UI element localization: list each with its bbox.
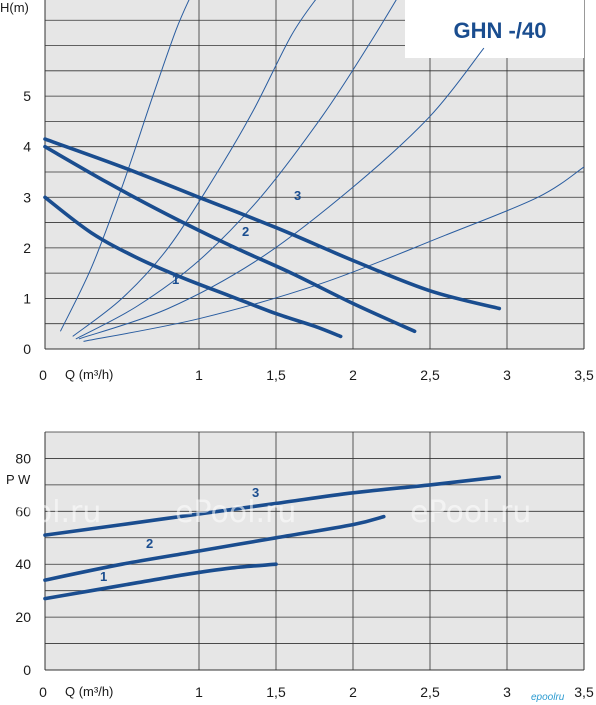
brand-logo: epoolru	[531, 692, 565, 703]
bot-y-tick-4: 80	[15, 450, 31, 466]
top-y-tick-2: 2	[23, 240, 31, 256]
top-curve-2	[43, 144, 417, 334]
top-y-tick-5: 5	[23, 88, 31, 104]
bot-x-tick-4: 2,5	[420, 684, 440, 700]
bottom-curve-label-2: 2	[146, 536, 153, 551]
bot-x-tick-3: 2	[349, 684, 357, 700]
system-curve-4	[78, 47, 485, 340]
model-box	[405, 0, 584, 58]
top-y-tick-4: 4	[23, 139, 31, 155]
bottom-plot-area	[45, 432, 584, 670]
power-curves	[43, 475, 502, 601]
system-curve-2	[72, 0, 317, 337]
bot-y-tick-2: 40	[15, 556, 31, 572]
top-x-tick-4: 2,5	[420, 367, 440, 383]
top-curve-3	[43, 137, 502, 311]
top-x-tick-2: 1,5	[266, 367, 286, 383]
model-title: GHN -/40	[454, 18, 547, 43]
top-curve-1	[43, 195, 343, 339]
bottom-curve-label-1: 1	[100, 569, 107, 584]
top-x-axis-label: Q (m³/h)	[65, 367, 113, 382]
bottom-y-axis-label: P W	[6, 472, 31, 487]
system-curve-5	[83, 166, 585, 342]
bottom-y-tick-labels: 0 20 40 60 80	[15, 450, 31, 678]
top-y-tick-3: 3	[23, 189, 31, 205]
top-y-tick-labels: 0 1 2 3 4 5	[23, 88, 31, 357]
watermark-3: ePool.ru	[410, 495, 531, 530]
top-plot-area	[45, 0, 584, 349]
bot-x-tick-2: 1,5	[266, 684, 286, 700]
bot-y-tick-3: 60	[15, 503, 31, 519]
top-x-tick-3: 2	[349, 367, 357, 383]
bot-curve-2	[43, 514, 386, 582]
watermark-1: ePool.ru	[0, 495, 101, 530]
bot-y-tick-1: 20	[15, 609, 31, 625]
top-x-tick-5: 3	[503, 367, 511, 383]
power-flow-panel: 0 20 40 60 80 0 1 1,5 2 2,5 3 3,5 P W Q (m³/h) 1 2…	[0, 431, 594, 703]
top-x-tick-labels: 0 1 1,5 2 2,5 3 3,5	[39, 367, 594, 383]
bottom-x-tick-labels: 0 1 1,5 2 2,5 3 3,5	[39, 684, 594, 700]
top-x-tick-6: 3,5	[574, 367, 594, 383]
bot-x-tick-0: 0	[39, 684, 47, 700]
top-y-axis-label: H(m)	[0, 0, 29, 15]
top-curve-label-3: 3	[294, 188, 301, 203]
bot-curve-1	[43, 562, 278, 601]
top-x-tick-1: 1	[195, 367, 203, 383]
head-curves	[43, 137, 502, 339]
system-curve-1	[59, 0, 190, 332]
bottom-curve-label-3: 3	[252, 485, 259, 500]
bot-x-tick-1: 1	[195, 684, 203, 700]
bottom-x-axis-label: Q (m³/h)	[65, 684, 113, 699]
bot-x-tick-5: 3	[503, 684, 511, 700]
bottom-grid	[44, 431, 585, 671]
head-flow-panel: GHN -/40 0 1 2 3 4 5 0 1 1,5 2 2,5 3 3,5 H(m) Q (m³…	[0, 0, 594, 383]
bot-curve-3	[43, 475, 502, 537]
top-x-tick-0: 0	[39, 367, 47, 383]
system-curve-3	[75, 0, 397, 340]
top-y-tick-1: 1	[23, 290, 31, 306]
bot-x-tick-6: 3,5	[574, 684, 594, 700]
system-curves	[59, 0, 585, 342]
top-y-tick-0: 0	[23, 341, 31, 357]
bot-y-tick-0: 0	[23, 662, 31, 678]
top-curve-label-2: 2	[242, 224, 249, 239]
top-curve-label-1: 1	[172, 272, 179, 287]
watermark-2: ePool.ru	[175, 495, 296, 530]
